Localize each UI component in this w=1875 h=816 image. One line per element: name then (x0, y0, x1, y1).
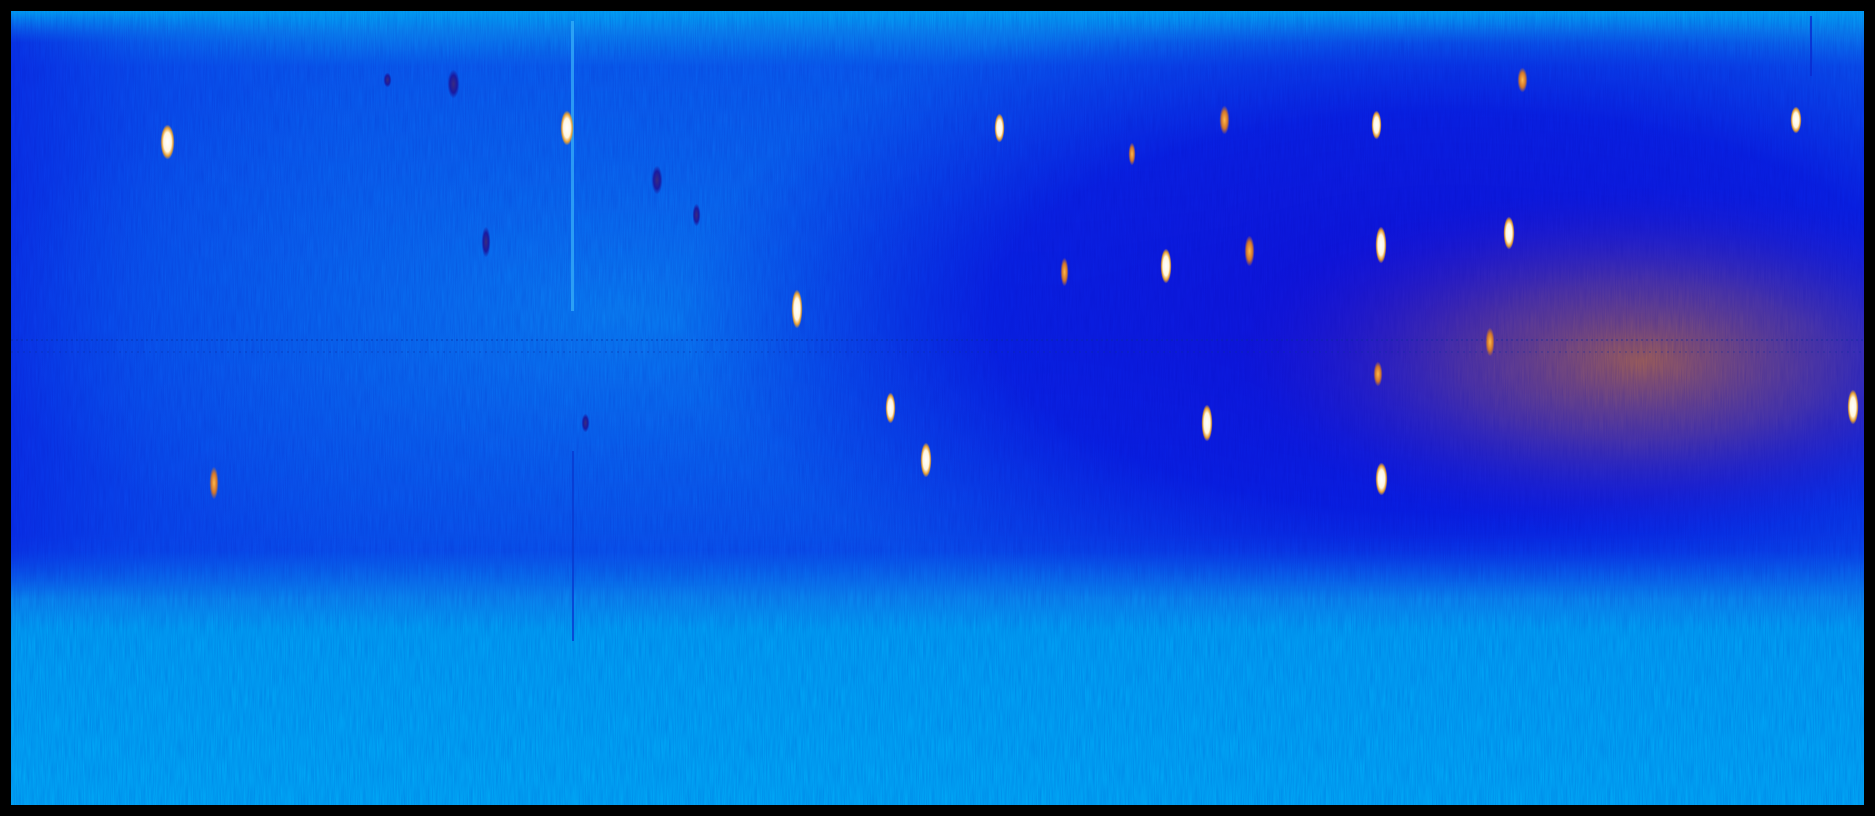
dark-spot (383, 72, 392, 88)
false-color-image-canvas (11, 11, 1864, 805)
dark-spot (692, 203, 701, 227)
white-spot (1160, 248, 1172, 284)
dark-spot (447, 69, 460, 99)
orange-spot (1128, 142, 1136, 166)
orange-spot (209, 466, 219, 500)
noise-texture (11, 11, 1864, 805)
white-spot (994, 113, 1005, 143)
white-spot (1790, 106, 1802, 134)
spots-layer (160, 67, 1859, 500)
orange-spot (1517, 67, 1528, 93)
white-spot (1201, 404, 1213, 442)
column-artifact-right (1810, 16, 1812, 76)
false-color-image (11, 11, 1864, 805)
white-spot (791, 289, 803, 329)
column-artifact-dark (572, 451, 574, 641)
orange-spot (1485, 327, 1495, 357)
orange-spot (1219, 105, 1230, 135)
orange-spot (1060, 257, 1069, 287)
white-spot (885, 392, 896, 424)
orange-spot (1373, 361, 1383, 387)
white-spot (920, 442, 932, 478)
dark-spot (581, 413, 590, 433)
white-spot (1375, 226, 1387, 264)
dark-spot (651, 165, 663, 195)
white-spot (1375, 462, 1388, 496)
white-spot (160, 124, 175, 160)
column-artifact-light (571, 21, 574, 311)
dark-spot (481, 226, 491, 258)
white-spot (1503, 216, 1515, 250)
white-spot (1371, 110, 1382, 140)
orange-spot (1244, 235, 1255, 267)
white-spot (560, 110, 574, 146)
white-spot (1847, 389, 1859, 425)
